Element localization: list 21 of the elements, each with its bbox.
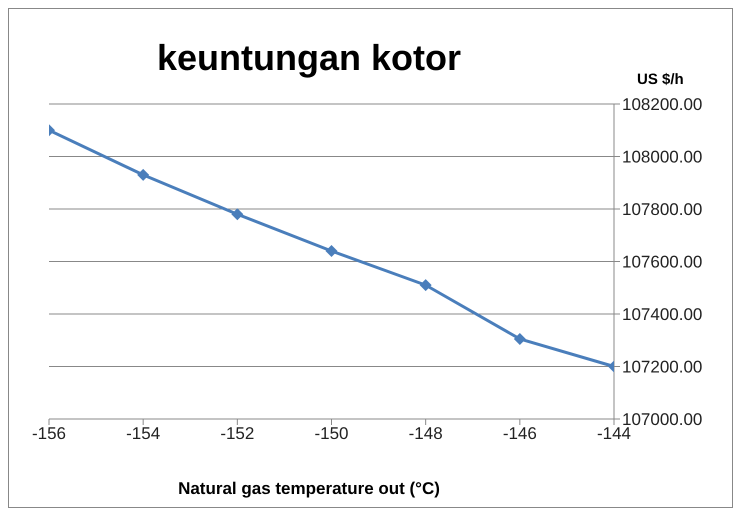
x-tick-label: -144 bbox=[596, 424, 632, 444]
x-tick-label: -148 bbox=[408, 424, 443, 444]
point bbox=[326, 245, 338, 257]
y-tick-label: 108200.00 bbox=[622, 95, 702, 114]
x-tick-label: -156 bbox=[32, 424, 66, 444]
y-tick-label: 107600.00 bbox=[622, 252, 702, 272]
point bbox=[514, 332, 526, 345]
point bbox=[137, 168, 150, 181]
point bbox=[231, 208, 244, 220]
y-tick-label: 107800.00 bbox=[622, 200, 702, 220]
y-tick-label: 107200.00 bbox=[622, 358, 702, 377]
x-tick-label: -152 bbox=[220, 424, 254, 444]
y-tick-label: 107400.00 bbox=[622, 305, 702, 324]
point bbox=[420, 279, 432, 292]
x-axis-title: Natural gas temperature out (°C) bbox=[177, 479, 441, 499]
x-tick-label: -150 bbox=[314, 424, 349, 444]
x-tick-label: -146 bbox=[502, 424, 537, 444]
chart-title: keuntungan kotor bbox=[156, 37, 462, 79]
y-tick-label: 108000.00 bbox=[622, 148, 702, 167]
y-axis-title: US $/h bbox=[637, 71, 684, 88]
x-tick-label: -154 bbox=[126, 424, 160, 444]
